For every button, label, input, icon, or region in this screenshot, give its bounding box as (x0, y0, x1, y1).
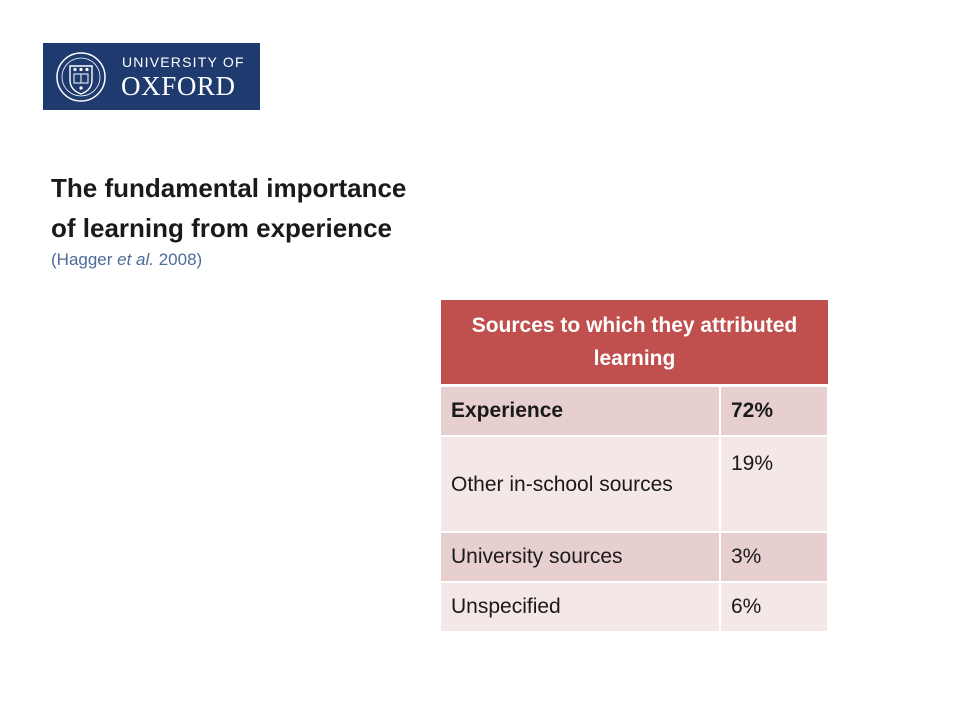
source-cell: Experience (441, 385, 721, 437)
slide-title: The fundamental importance of learning f… (51, 168, 511, 248)
title-line-2: of learning from experience (51, 213, 392, 243)
percent-cell: 6% (720, 582, 829, 633)
title-line-1: The fundamental importance (51, 173, 407, 203)
source-cell: University sources (441, 532, 721, 583)
table-header: Sources to which they attributed learnin… (441, 300, 828, 387)
citation: (Hagger et al. 2008) (51, 250, 202, 270)
citation-prefix: (Hagger (51, 250, 118, 269)
oxford-logo: UNIVERSITY OF OXFORD (43, 43, 260, 110)
logo-line-2: OXFORD (121, 71, 236, 101)
citation-suffix: 2008) (154, 250, 203, 269)
table-row: University sources 3% (441, 532, 829, 583)
source-cell: Other in-school sources (441, 436, 721, 533)
percent-cell: 19% (720, 436, 829, 533)
table-row: Experience 72% (441, 385, 829, 437)
oxford-crest-icon (56, 52, 106, 102)
sources-table: Sources to which they attributed learnin… (441, 300, 829, 633)
table-row: Other in-school sources 19% (441, 436, 829, 533)
logo-line-1: UNIVERSITY OF (122, 54, 245, 70)
citation-italic: et al. (117, 250, 154, 269)
table-row: Unspecified 6% (441, 582, 829, 633)
source-cell: Unspecified (441, 582, 721, 633)
percent-cell: 72% (720, 385, 829, 437)
percent-cell: 3% (720, 532, 829, 583)
